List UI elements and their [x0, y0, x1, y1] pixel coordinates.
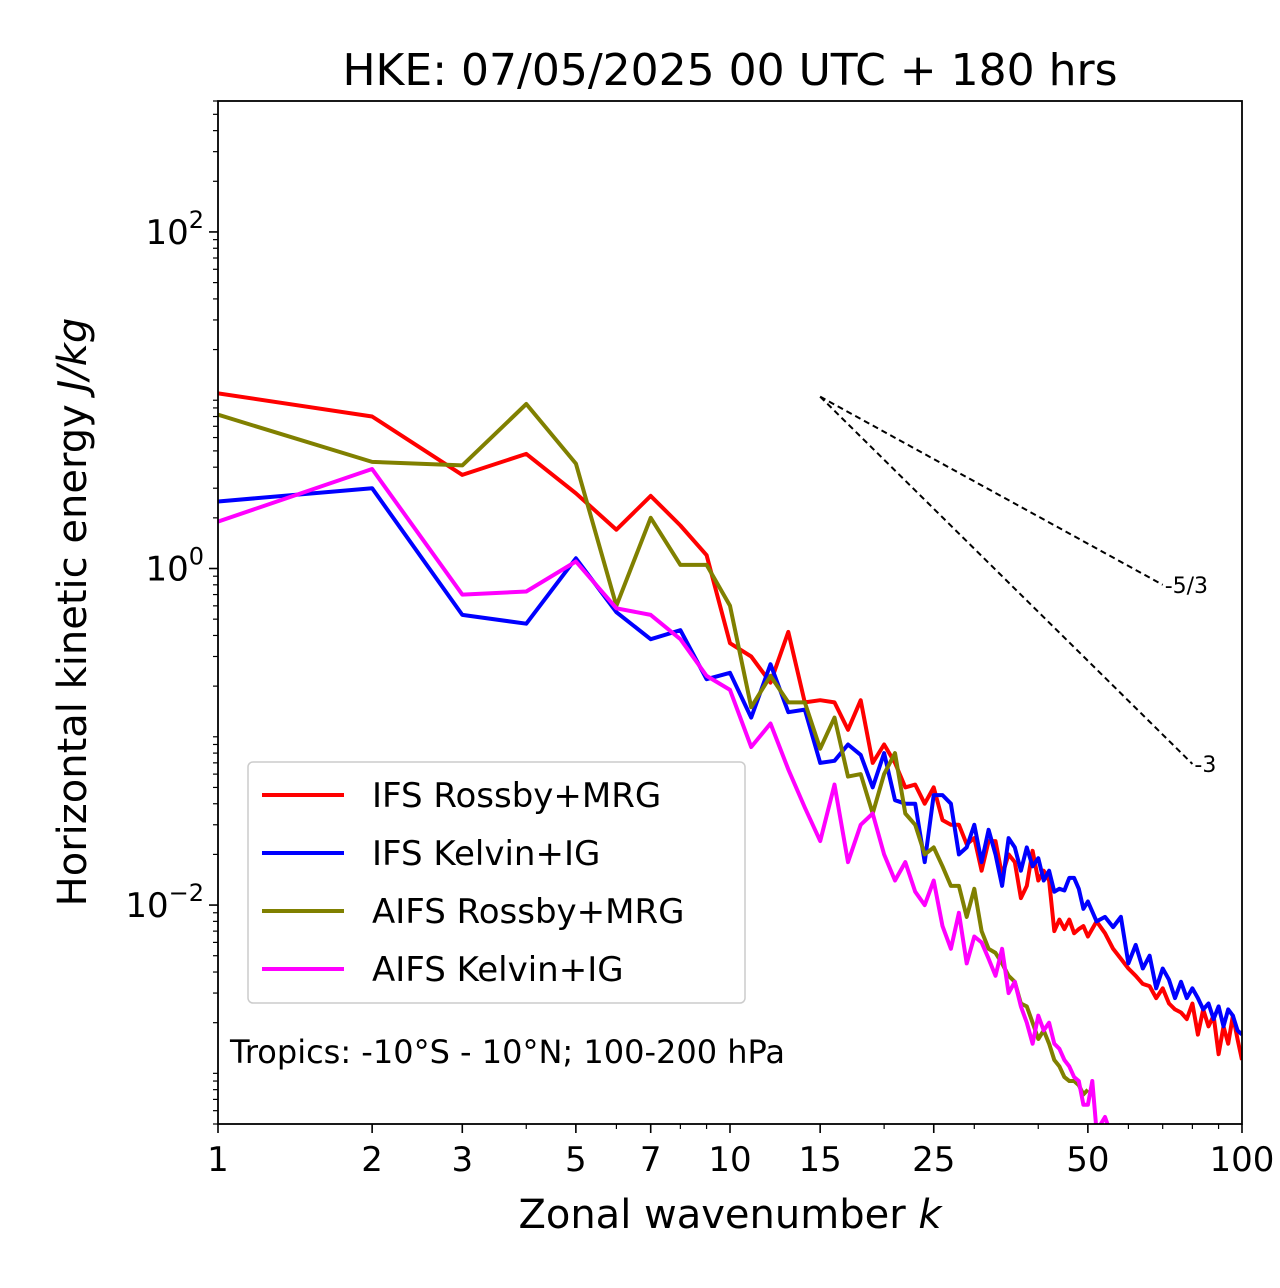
x-tick-label: 5 — [565, 1140, 587, 1180]
x-tick-label: 10 — [708, 1140, 751, 1180]
legend-label: IFS Kelvin+IG — [372, 834, 600, 874]
chart-title: HKE: 07/05/2025 00 UTC + 180 hrs — [342, 45, 1117, 96]
x-axis-label-var: k — [918, 1192, 943, 1238]
x-axis-label: Zonal wavenumber k — [518, 1192, 943, 1238]
reference-slope-label: -5/3 — [1165, 574, 1208, 599]
legend-label: IFS Rossby+MRG — [372, 776, 661, 816]
series-line — [218, 402, 1090, 1097]
legend-box — [247, 761, 746, 1004]
x-tick-label: 1 — [207, 1140, 229, 1180]
reference-slope-line — [819, 395, 1164, 586]
x-tick-labels: 1 2 3 5 7 10 15 25 50 100 — [207, 1140, 1274, 1180]
series-line — [218, 486, 1242, 1037]
series-lines — [218, 391, 1242, 1124]
x-tick-label: 2 — [361, 1140, 383, 1180]
reference-slope-lines — [819, 395, 1194, 765]
y-tick-exponent: 2 — [189, 206, 204, 234]
legend: IFS Rossby+MRG IFS Kelvin+IG AIFS Rossby+M… — [247, 761, 746, 1004]
legend-label: AIFS Rossby+MRG — [372, 892, 684, 932]
x-tick-label: 100 — [1210, 1140, 1275, 1180]
x-tick-label: 15 — [799, 1140, 842, 1180]
y-tick-base: 10 — [145, 550, 188, 590]
y-axis-label-unit: J/kg — [50, 318, 96, 399]
y-tick-base: 10 — [125, 886, 168, 926]
reference-slope-line — [819, 395, 1194, 765]
y-tick-exponent: 0 — [189, 543, 204, 571]
y-tick-label: 10−2 — [125, 879, 204, 926]
x-tick-label: 25 — [912, 1140, 955, 1180]
region-annotation: Tropics: -10°S - 10°N; 100-200 hPa — [229, 1033, 785, 1071]
plot-frame — [217, 100, 1243, 1125]
series-line — [218, 391, 1242, 1061]
reference-slope-label: -3 — [1194, 753, 1216, 778]
y-axis-label: Horizontal kinetic energy J/kg — [50, 318, 96, 907]
y-tick-base: 10 — [145, 213, 188, 253]
legend-label: AIFS Kelvin+IG — [372, 950, 624, 990]
x-tick-label: 7 — [640, 1140, 662, 1180]
x-tick-label: 3 — [451, 1140, 473, 1180]
x-axis-label-text: Zonal wavenumber — [518, 1192, 906, 1238]
x-tick-label: 50 — [1066, 1140, 1109, 1180]
y-tick-label: 100 — [145, 543, 204, 590]
series-line — [218, 467, 1121, 1124]
y-tick-label: 102 — [145, 206, 204, 253]
y-tick-exponent: −2 — [169, 879, 204, 907]
y-axis-label-text: Horizontal kinetic energy — [50, 404, 96, 906]
